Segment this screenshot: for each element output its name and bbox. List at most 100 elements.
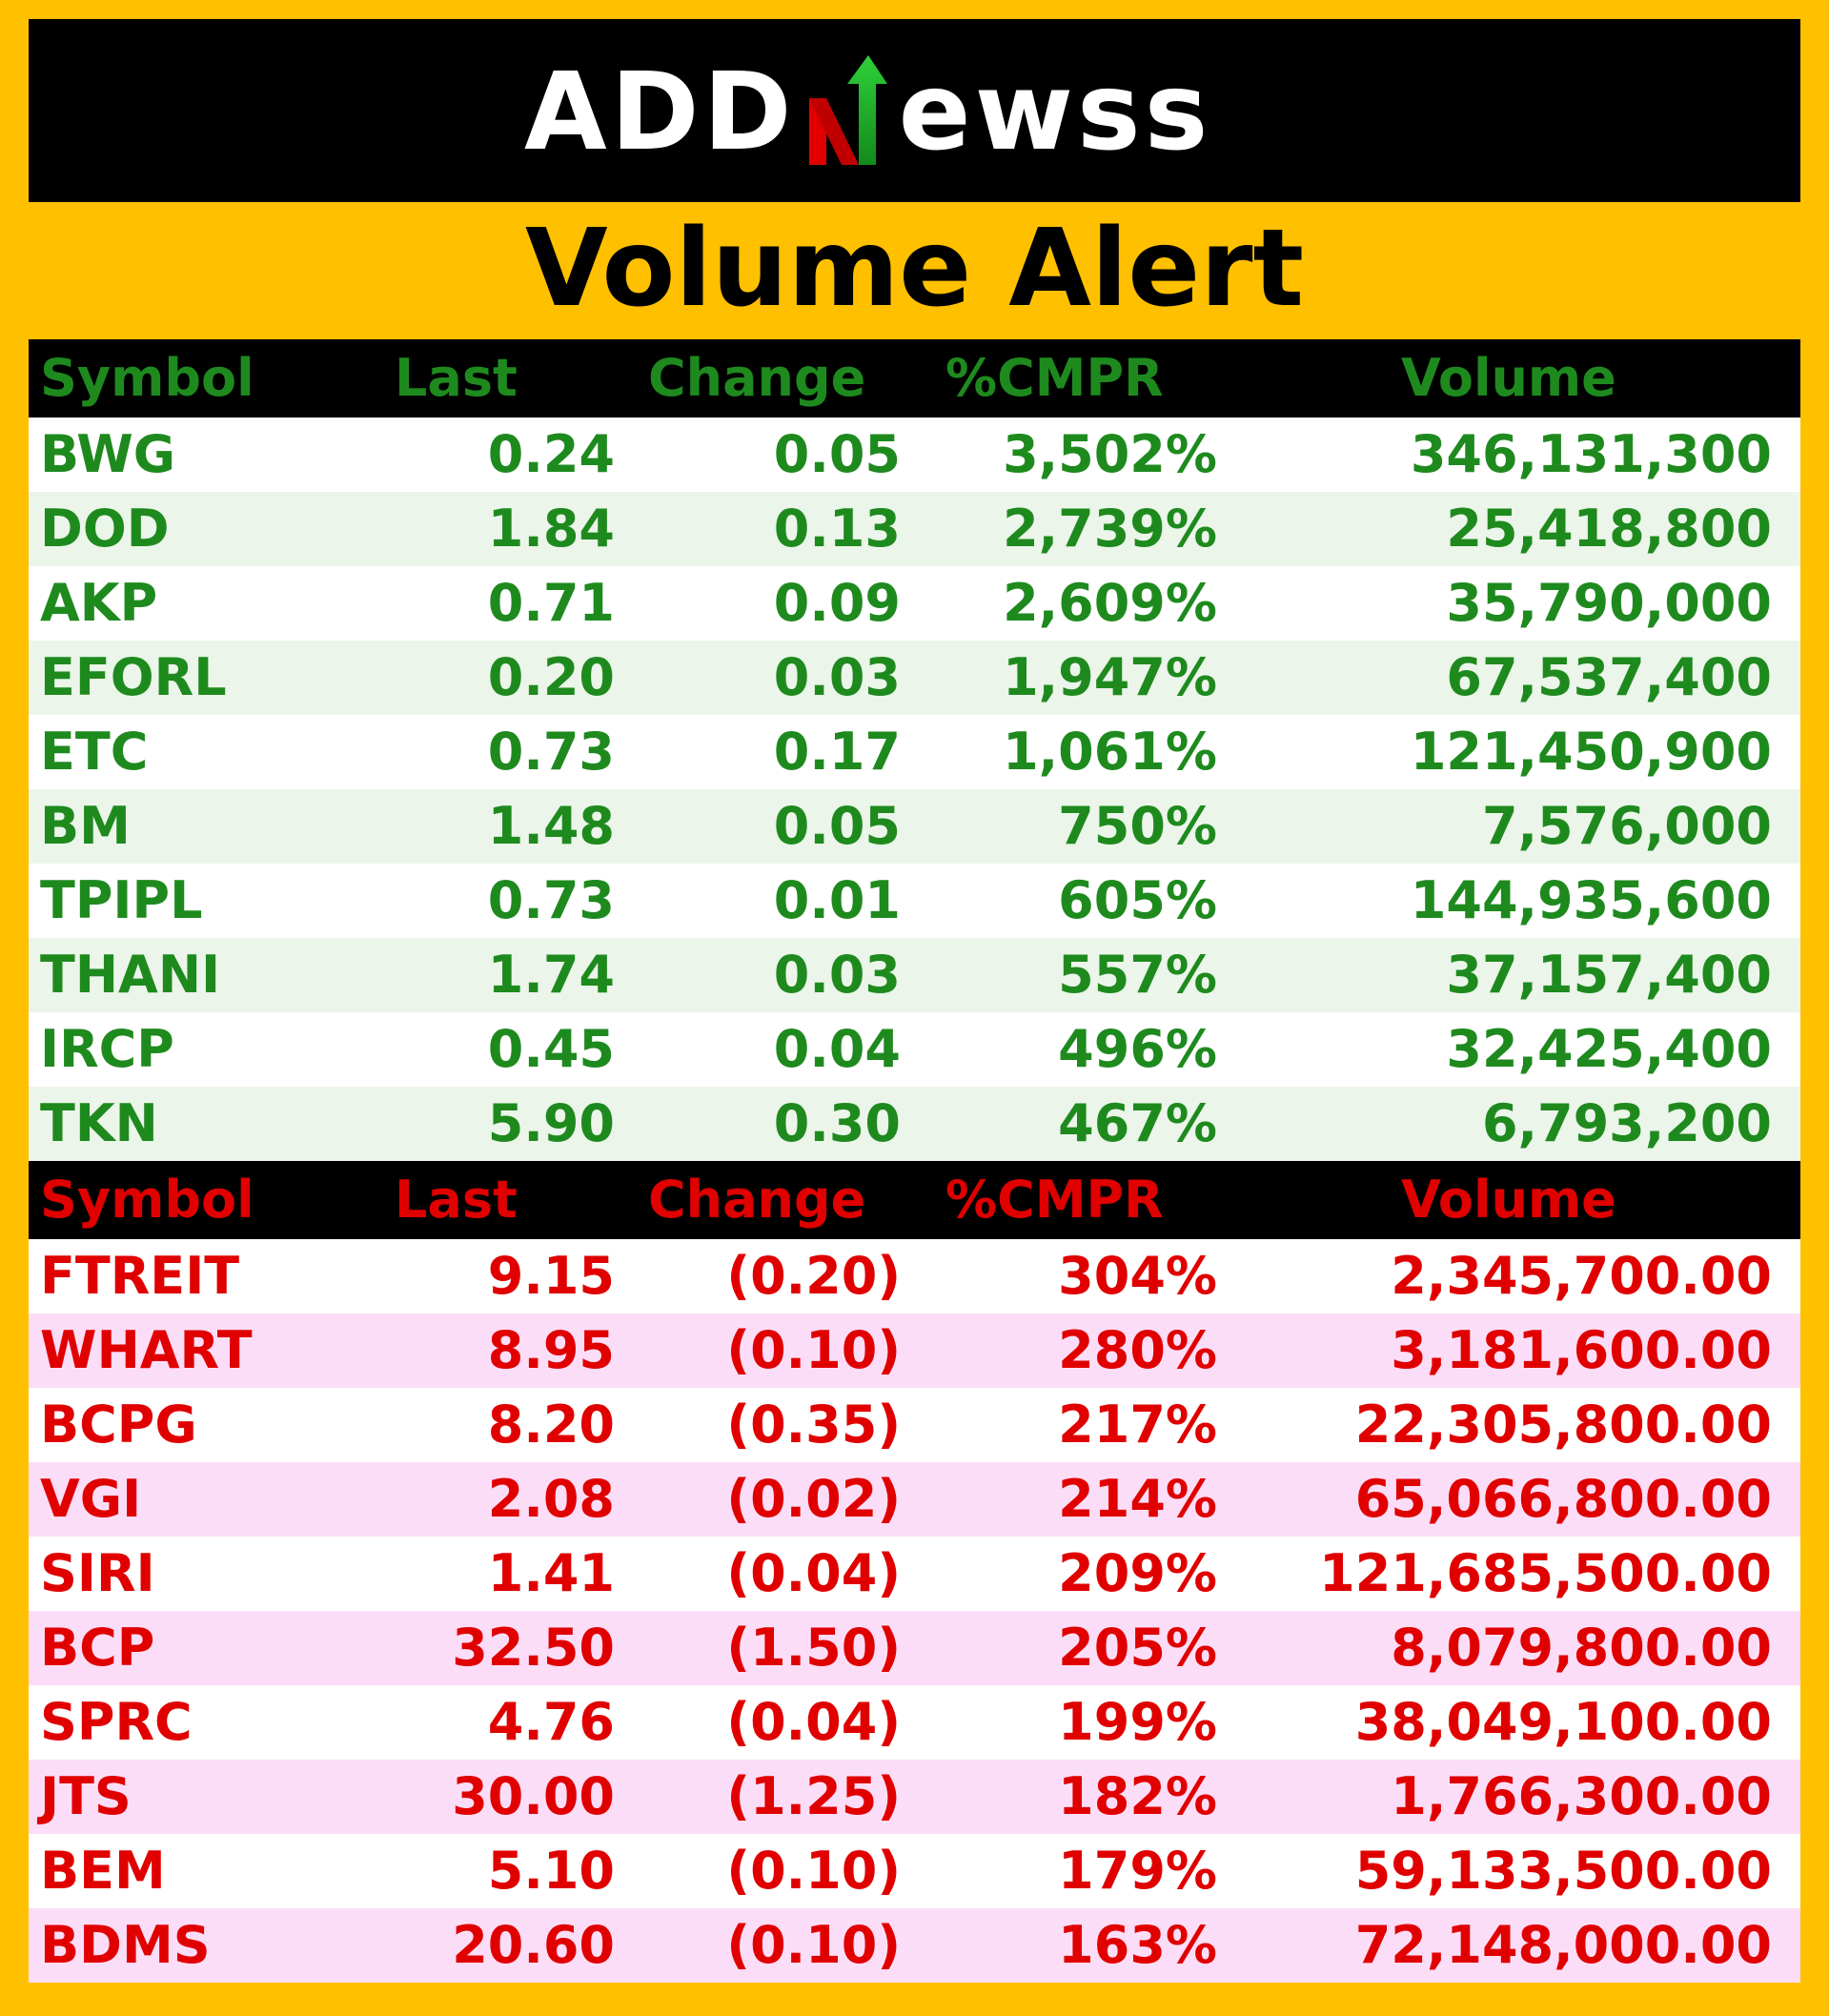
cell-volume: 3,181,600.00 (1391, 1320, 1772, 1380)
page-title: Volume Alert (524, 207, 1305, 331)
cell-last: 0.24 (487, 424, 615, 484)
table-row: IRCP 0.45 0.04 496% 32,425,400 (29, 1012, 1800, 1087)
logo-n-mark-icon (808, 55, 887, 165)
cell-volume: 144,935,600 (1410, 870, 1772, 930)
header-volume: Volume (1401, 1170, 1616, 1230)
table-row: AKP 0.71 0.09 2,609% 35,790,000 (29, 566, 1800, 641)
table-row: TPIPL 0.73 0.01 605% 144,935,600 (29, 864, 1800, 938)
table-row: BCPG 8.20 (0.35) 217% 22,305,800.00 (29, 1388, 1800, 1462)
cell-cmpr: 2,739% (1003, 499, 1217, 559)
cell-cmpr: 557% (1058, 945, 1217, 1005)
cell-symbol: DOD (40, 499, 170, 559)
cell-volume: 59,133,500.00 (1354, 1841, 1772, 1901)
cell-symbol: IRCP (40, 1019, 174, 1079)
table-row: VGI 2.08 (0.02) 214% 65,066,800.00 (29, 1462, 1800, 1537)
cell-symbol: BDMS (40, 1915, 211, 1975)
cell-volume: 121,450,900 (1410, 722, 1772, 782)
cell-last: 5.10 (487, 1841, 615, 1901)
cell-volume: 65,066,800.00 (1354, 1469, 1772, 1529)
cell-symbol: WHART (40, 1320, 253, 1380)
cell-volume: 7,576,000 (1481, 796, 1772, 856)
cell-last: 4.76 (487, 1692, 615, 1752)
cell-volume: 1,766,300.00 (1391, 1766, 1772, 1826)
cell-change: 0.01 (773, 870, 901, 930)
cell-cmpr: 199% (1058, 1692, 1217, 1752)
table-row: ETC 0.73 0.17 1,061% 121,450,900 (29, 715, 1800, 789)
gainers-header-row: Symbol Last Change %CMPR Volume (29, 339, 1800, 417)
cell-change: (1.50) (726, 1618, 901, 1678)
cell-change: 0.05 (773, 796, 901, 856)
header-symbol: Symbol (40, 1170, 254, 1230)
cell-last: 1.74 (487, 945, 615, 1005)
table-row: SPRC 4.76 (0.04) 199% 38,049,100.00 (29, 1685, 1800, 1760)
logo-text-left: ADD (524, 51, 796, 174)
cell-volume: 38,049,100.00 (1354, 1692, 1772, 1752)
cell-cmpr: 467% (1058, 1093, 1217, 1153)
cell-cmpr: 205% (1058, 1618, 1217, 1678)
cell-volume: 37,157,400 (1446, 945, 1772, 1005)
cell-cmpr: 3,502% (1003, 424, 1217, 484)
cell-change: (0.04) (726, 1543, 901, 1603)
table-row: BEM 5.10 (0.10) 179% 59,133,500.00 (29, 1834, 1800, 1908)
cell-volume: 6,793,200 (1481, 1093, 1772, 1153)
cell-cmpr: 2,609% (1003, 573, 1217, 633)
cell-symbol: BEM (40, 1841, 166, 1901)
cell-volume: 8,079,800.00 (1391, 1618, 1772, 1678)
cell-change: (0.10) (726, 1841, 901, 1901)
cell-cmpr: 179% (1058, 1841, 1217, 1901)
cell-cmpr: 496% (1058, 1019, 1217, 1079)
losers-table: Symbol Last Change %CMPR Volume FTREIT 9.15 (0.… (29, 1161, 1800, 1983)
cell-volume: 32,425,400 (1446, 1019, 1772, 1079)
header-change: Change (648, 1170, 866, 1230)
cell-change: (0.10) (726, 1320, 901, 1380)
table-row: FTREIT 9.15 (0.20) 304% 2,345,700.00 (29, 1239, 1800, 1313)
cell-change: (0.35) (726, 1395, 901, 1455)
table-row: WHART 8.95 (0.10) 280% 3,181,600.00 (29, 1313, 1800, 1388)
cell-volume: 35,790,000 (1446, 573, 1772, 633)
cell-last: 20.60 (452, 1915, 615, 1975)
cell-last: 0.73 (487, 870, 615, 930)
cell-cmpr: 214% (1058, 1469, 1217, 1529)
header-cmpr: %CMPR (945, 1170, 1164, 1230)
cell-change: 0.04 (773, 1019, 901, 1079)
cell-last: 9.15 (487, 1246, 615, 1306)
cell-cmpr: 750% (1058, 796, 1217, 856)
brand-logo: ADD ewss (524, 51, 1211, 174)
table-row: THANI 1.74 0.03 557% 37,157,400 (29, 938, 1800, 1012)
cell-symbol: BCPG (40, 1395, 197, 1455)
cell-symbol: TPIPL (40, 870, 203, 930)
cell-symbol: JTS (40, 1766, 132, 1826)
cell-last: 1.84 (487, 499, 615, 559)
cell-last: 0.73 (487, 722, 615, 782)
cell-last: 1.41 (487, 1543, 615, 1603)
brand-banner: ADD ewss (29, 19, 1800, 202)
cell-last: 30.00 (452, 1766, 615, 1826)
table-row: BWG 0.24 0.05 3,502% 346,131,300 (29, 417, 1800, 492)
cell-volume: 121,685,500.00 (1319, 1543, 1772, 1603)
cell-last: 0.20 (487, 647, 615, 707)
cell-symbol: BM (40, 796, 131, 856)
cell-change: (0.20) (726, 1246, 901, 1306)
cell-cmpr: 605% (1058, 870, 1217, 930)
cell-last: 8.95 (487, 1320, 615, 1380)
header-last: Last (395, 1170, 518, 1230)
header-change: Change (648, 348, 866, 408)
table-row: JTS 30.00 (1.25) 182% 1,766,300.00 (29, 1760, 1800, 1834)
cell-last: 2.08 (487, 1469, 615, 1529)
cell-symbol: BCP (40, 1618, 155, 1678)
cell-volume: 67,537,400 (1446, 647, 1772, 707)
cell-last: 0.71 (487, 573, 615, 633)
cell-symbol: ETC (40, 722, 149, 782)
cell-symbol: SIRI (40, 1543, 155, 1603)
cell-change: 0.17 (773, 722, 901, 782)
cell-cmpr: 209% (1058, 1543, 1217, 1603)
cell-change: 0.05 (773, 424, 901, 484)
cell-last: 1.48 (487, 796, 615, 856)
cell-change: 0.03 (773, 945, 901, 1005)
cell-symbol: BWG (40, 424, 176, 484)
cell-change: 0.30 (773, 1093, 901, 1153)
cell-last: 32.50 (452, 1618, 615, 1678)
cell-change: 0.13 (773, 499, 901, 559)
cell-cmpr: 280% (1058, 1320, 1217, 1380)
cell-symbol: VGI (40, 1469, 142, 1529)
